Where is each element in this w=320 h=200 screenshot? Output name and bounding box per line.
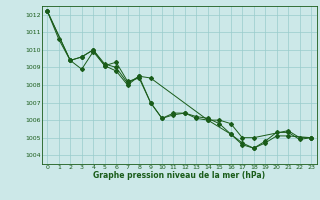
X-axis label: Graphe pression niveau de la mer (hPa): Graphe pression niveau de la mer (hPa) — [93, 171, 265, 180]
